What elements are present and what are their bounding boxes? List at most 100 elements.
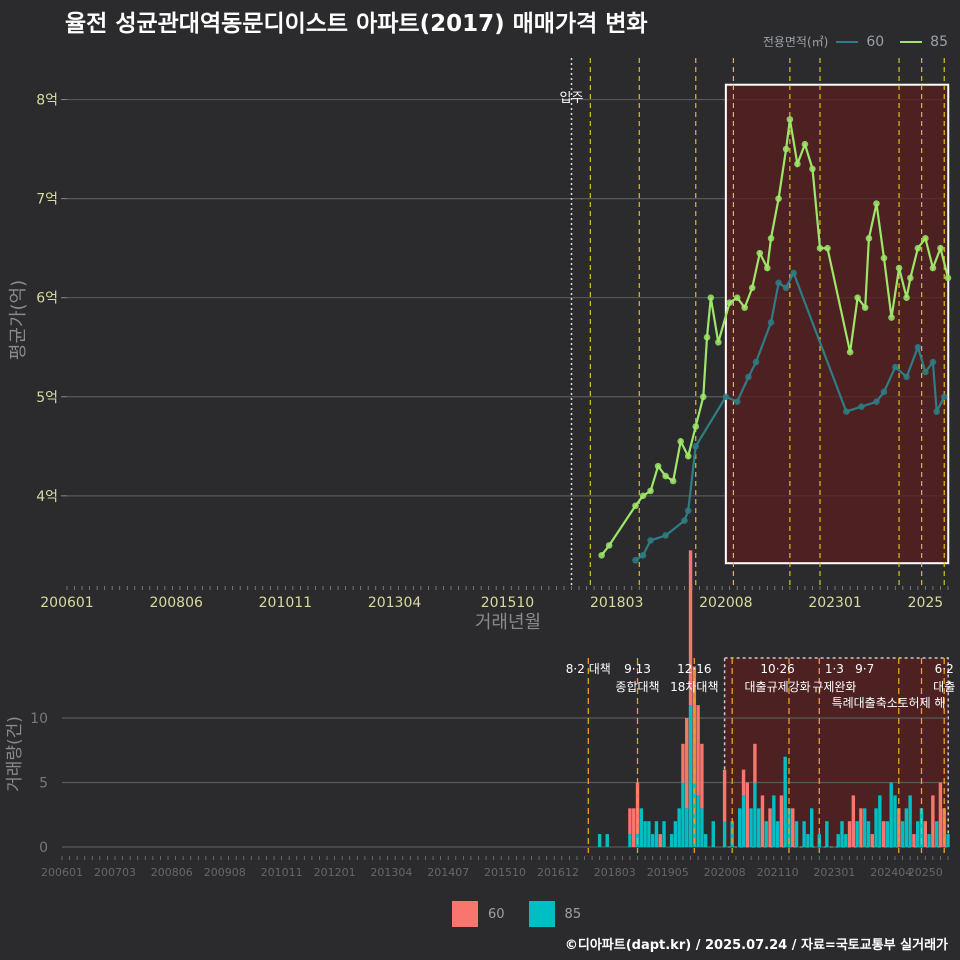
series-point-85 [598, 551, 605, 559]
bottom-x-tick-label: 200908 [204, 866, 246, 879]
series-point-85 [937, 244, 944, 252]
series-point-85 [880, 254, 888, 262]
legend-line-60 [836, 40, 859, 43]
bar-85 [711, 821, 715, 847]
bar-85 [654, 821, 659, 847]
bar-60 [912, 834, 916, 847]
series-point-60 [782, 284, 790, 292]
bar-85 [753, 782, 757, 847]
x-tick-label: 201803 [590, 595, 643, 611]
policy-label-bottom: 특례대출축소 [832, 696, 898, 710]
bar-85 [756, 808, 761, 847]
series-point-85 [669, 477, 677, 485]
series-point-85 [632, 502, 639, 510]
bottom-x-tick-label: 202301 [813, 866, 855, 879]
series-point-85 [846, 348, 854, 356]
bottom-x-tick-label: 200703 [94, 866, 136, 879]
policy-label-top: 10·26 [760, 662, 794, 676]
policy-label-bottom: 규제완화 [812, 680, 856, 694]
bar-60 [681, 743, 685, 783]
bar-85 [862, 808, 867, 847]
series-point-85 [888, 314, 895, 321]
bottom-x-tick-label: 20250 [908, 866, 943, 879]
x-axis-label: 거래년월 [475, 612, 541, 633]
policy-label-bottom: 토허제 해 [898, 696, 946, 710]
bar-85 [703, 834, 708, 847]
bottom-x-tick-label: 202008 [704, 866, 746, 879]
series-point-60 [922, 368, 929, 376]
bar-85 [692, 782, 697, 847]
series-point-85 [726, 299, 733, 306]
series-point-85 [824, 244, 831, 252]
bar-85 [946, 834, 950, 847]
bottom-y-axis-label: 거래량(건) [5, 716, 25, 792]
series-point-60 [903, 373, 910, 381]
bar-60 [851, 795, 856, 847]
series-point-60 [632, 556, 639, 564]
bottom-x-tick-label: 201304 [370, 866, 412, 879]
chart-title: 율전 성균관대역동문디이스트 아파트(2017) 매매가격 변화 [65, 11, 648, 37]
policy-label-top: 6·2 [935, 662, 954, 676]
series-point-60 [929, 358, 937, 366]
x-tick-label: 202301 [808, 595, 861, 611]
series-point-60 [692, 443, 700, 450]
legend-label-60: 60 [866, 33, 885, 50]
series-point-85 [895, 264, 903, 272]
bar-85 [844, 834, 848, 847]
y-axis-label: 평균가(억) [8, 280, 29, 360]
x-tick-label: 2025 [908, 595, 944, 611]
bar-85 [889, 782, 893, 847]
series-point-85 [715, 338, 722, 346]
series-point-60 [891, 363, 899, 371]
bar-60 [745, 782, 750, 847]
highlight-box [724, 83, 950, 565]
series-point-60 [639, 551, 647, 559]
series-point-60 [873, 398, 880, 406]
bar-85 [741, 795, 746, 847]
legend-bottom-label-60: 60 [488, 906, 505, 922]
bar-85 [919, 808, 924, 847]
bar-60 [700, 743, 704, 809]
bar-85 [802, 821, 806, 847]
bar-60 [632, 808, 636, 847]
bar-85 [605, 834, 609, 847]
series-point-85 [756, 249, 764, 257]
series-point-85 [741, 304, 748, 311]
series-point-85 [662, 472, 669, 480]
series-point-85 [699, 393, 707, 401]
series-point-85 [782, 145, 790, 153]
bar-60 [768, 808, 772, 847]
bar-85 [809, 808, 814, 847]
series-point-85 [809, 165, 816, 173]
policy-label-bottom: 대출규제강화 [744, 680, 810, 694]
bar-60 [938, 782, 943, 847]
bar-85 [900, 821, 905, 847]
series-point-85 [816, 244, 824, 252]
policy-label-bottom: 대출 [933, 680, 955, 694]
policy-label-bottom: 종합대책 [615, 679, 659, 694]
bar-60 [942, 808, 946, 847]
bar-85 [673, 821, 678, 847]
series-point-85 [861, 304, 869, 311]
series-point-85 [684, 452, 692, 460]
bar-60 [931, 795, 935, 847]
y-tick-label: 8억 [36, 93, 58, 109]
legend-title: 전용면적(㎡) [762, 35, 829, 49]
series-point-85 [854, 294, 861, 302]
bar-85 [878, 795, 882, 847]
bottom-x-tick-label: 202110 [757, 866, 799, 879]
bar-85 [874, 808, 878, 847]
bar-85 [927, 834, 931, 847]
series-point-85 [794, 160, 801, 168]
bar-85 [855, 821, 859, 847]
series-point-85 [733, 294, 741, 302]
x-tick-label: 202008 [699, 595, 752, 611]
caption: ©디아파트(dapt.kr) / 2025.07.24 / 자료=국토교통부 실… [564, 938, 948, 953]
series-point-60 [940, 393, 948, 401]
series-point-85 [775, 195, 782, 202]
series-point-60 [767, 319, 775, 326]
legend-swatch-60 [452, 901, 478, 927]
legend-bottom-label-85: 85 [564, 906, 582, 922]
policy-label-top: 1·3 [825, 662, 844, 676]
x-tick-label: 201011 [259, 595, 312, 611]
